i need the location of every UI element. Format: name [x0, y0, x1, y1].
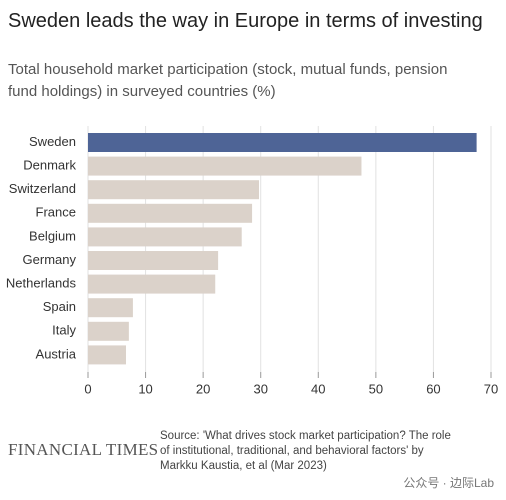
y-tick-label: Spain	[43, 299, 76, 314]
y-tick-label: Germany	[23, 252, 77, 267]
chart: 0 10 20 30 40 50 60 70 Sweden Denmark Switzerland F…	[6, 126, 498, 396]
x-tick-label: 50	[369, 381, 383, 396]
x-tick-label: 70	[484, 381, 498, 396]
x-tick-label: 20	[196, 381, 210, 396]
bar	[88, 203, 253, 223]
x-tick-label: 60	[426, 381, 440, 396]
bar	[88, 251, 219, 270]
bar	[88, 133, 477, 152]
bar	[88, 274, 216, 294]
x-tick-label: 0	[84, 381, 91, 396]
y-tick-label: Belgium	[29, 228, 76, 243]
bar	[88, 345, 126, 365]
bar	[88, 321, 129, 341]
x-tick-label: 10	[138, 381, 152, 396]
watermark: 公众号 · 边际Lab	[403, 476, 494, 490]
chart-subtitle: Total household market participation (st…	[8, 61, 448, 100]
source: Source: 'What drives stock market partic…	[160, 430, 451, 472]
y-tick-label: Denmark	[23, 158, 76, 173]
bar	[88, 180, 259, 200]
brand: FINANCIAL TIMES	[8, 440, 159, 459]
y-tick-label: Austria	[36, 346, 77, 361]
chart-title: Sweden leads the way in Europe in terms …	[8, 10, 483, 32]
y-tick-label: Sweden	[29, 134, 76, 149]
y-tick-label: Switzerland	[9, 181, 76, 196]
y-tick-label: Italy	[52, 323, 76, 338]
bar	[88, 156, 362, 176]
bar	[88, 227, 242, 247]
bar	[88, 298, 133, 318]
x-tick-label: 30	[253, 381, 267, 396]
y-tick-label: France	[36, 205, 76, 220]
x-tick-label: 40	[311, 381, 325, 396]
y-tick-label: Netherlands	[6, 276, 77, 291]
